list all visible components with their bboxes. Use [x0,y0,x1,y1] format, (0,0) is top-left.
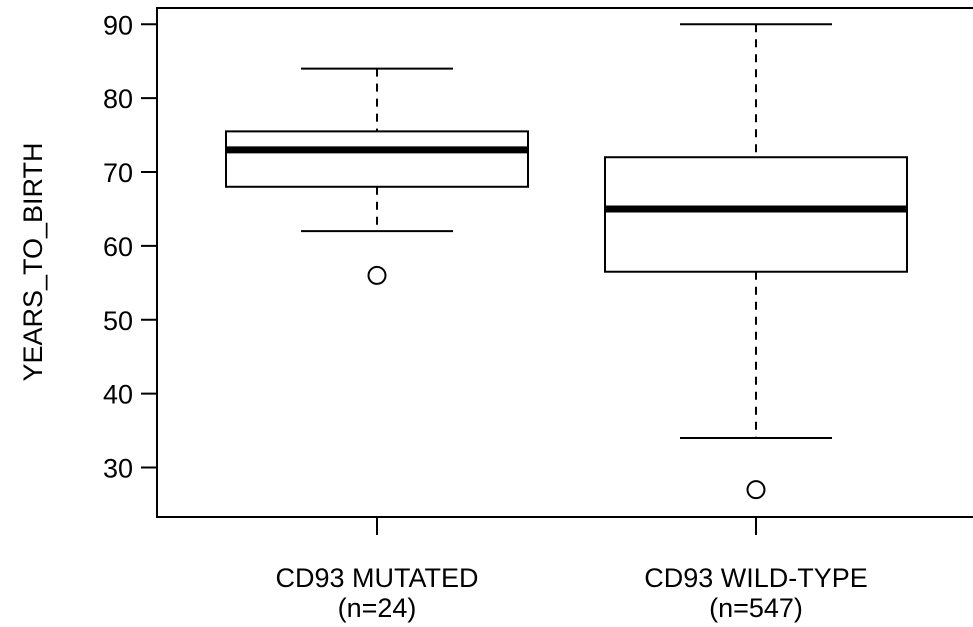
outlier-point [746,480,766,500]
y-tick-label: 60 [103,232,133,262]
y-tick-label: 90 [103,10,133,40]
x-tick-sublabel: (n=547) [709,593,803,623]
iqr-box [225,130,529,188]
x-tick-label: CD93 MUTATED [275,563,478,593]
box-group [604,23,908,500]
y-tick-label: 40 [103,380,133,410]
y-axis: 30 40 50 60 70 80 90 [103,10,158,484]
outlier-point [367,265,387,285]
y-tick-label: 30 [103,454,133,484]
x-axis: CD93 MUTATED(n=24) CD93 WILD-TYPE(n=547) [275,517,868,623]
y-tick-label: 50 [103,306,133,336]
y-tick-label: 70 [103,158,133,188]
iqr-box [604,156,908,273]
y-tick-label: 80 [103,84,133,114]
y-axis-label: YEARS_TO_BIRTH [18,142,48,381]
x-tick-label: CD93 WILD-TYPE [644,563,868,593]
x-tick-sublabel: (n=24) [338,593,417,623]
box-group [225,67,529,285]
boxes [225,23,908,500]
